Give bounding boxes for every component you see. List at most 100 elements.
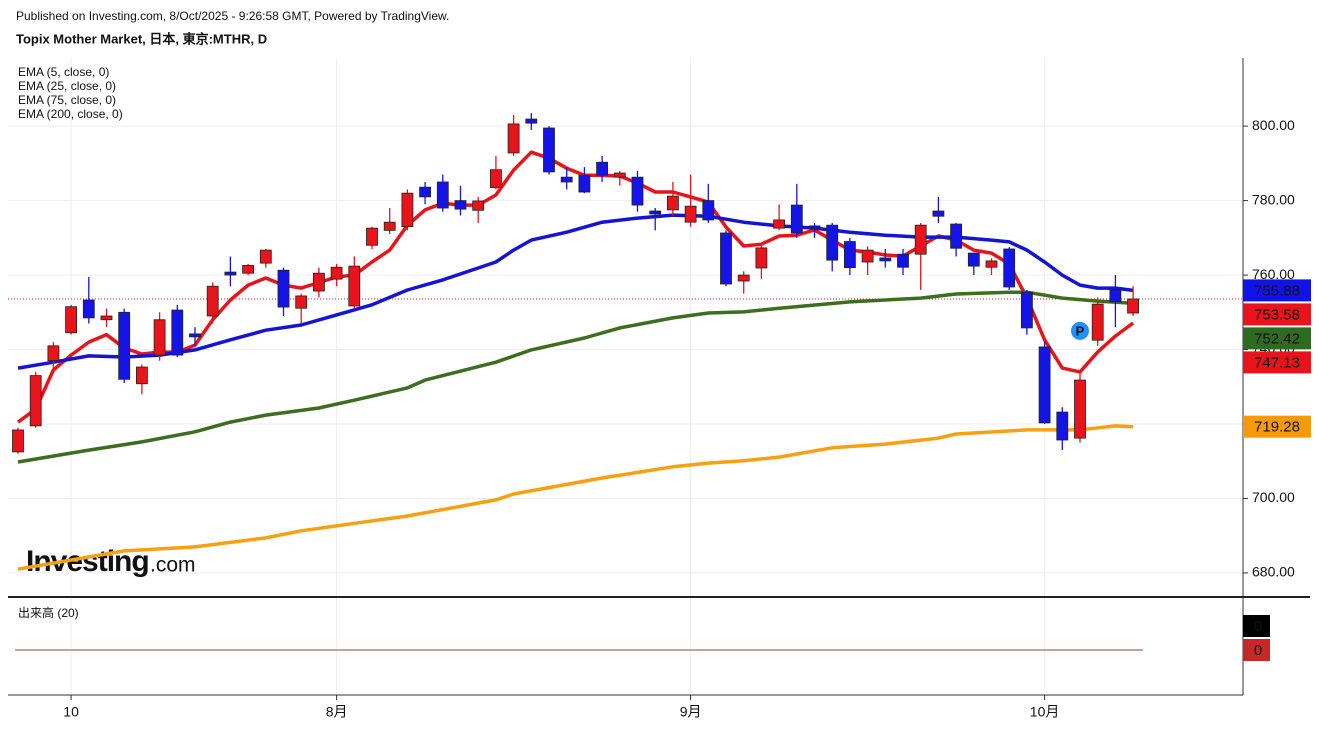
y-tick-label: 800.00: [1252, 117, 1295, 133]
candle-body: [985, 260, 998, 268]
candle-body: [295, 295, 308, 309]
last-value-tag: [1243, 415, 1311, 438]
candle: [100, 308, 113, 328]
candle-body: [1003, 248, 1016, 288]
candle-body: [773, 219, 785, 229]
x-tick-label: 8月: [326, 704, 348, 720]
candle: [808, 222, 821, 238]
ema-line: [17, 290, 1134, 464]
candle-body: [525, 118, 538, 124]
candle-body: [277, 269, 290, 308]
candle: [720, 230, 732, 287]
candle: [348, 256, 361, 309]
candle-body: [419, 186, 432, 198]
legend-entry: EMA (25, close, 0): [18, 79, 116, 93]
volume-title: 出来高 (20): [18, 605, 79, 620]
candle-body: [1074, 379, 1086, 439]
legend-entry: EMA (5, close, 0): [18, 65, 109, 79]
candle-body: [65, 306, 77, 334]
candle-body: [1021, 291, 1033, 329]
x-tick-label: 9月: [680, 704, 702, 720]
candle: [702, 183, 715, 223]
candle-body: [560, 176, 573, 183]
candle: [897, 248, 909, 276]
candle-body: [755, 247, 768, 269]
candle: [631, 170, 644, 212]
last-value-label: 752.42: [1254, 330, 1300, 347]
candle-body: [436, 181, 449, 209]
candle: [1003, 247, 1016, 290]
candle: [649, 208, 662, 231]
candle: [790, 183, 803, 238]
last-value-label: 719.28: [1254, 419, 1300, 436]
candle-body: [826, 224, 839, 261]
candle-body: [950, 223, 962, 249]
chart-title: Topix Mother Market, 日本, 東京:MTHR, D: [16, 31, 267, 46]
candle: [844, 237, 856, 276]
candle: [684, 174, 697, 227]
legend-entry: EMA (200, close, 0): [18, 107, 123, 121]
candle-body: [507, 123, 520, 154]
candle-body: [454, 200, 467, 210]
candle: [879, 248, 892, 268]
candle: [330, 263, 343, 287]
last-value-label: 753.58: [1254, 306, 1300, 323]
candle: [171, 304, 184, 357]
candle: [472, 196, 485, 223]
candle: [277, 267, 290, 317]
candle-body: [932, 210, 945, 217]
candle-body: [366, 227, 378, 246]
published-note: Published on Investing.com, 8/Oct/2025 -…: [16, 9, 449, 23]
annotation-label: P: [1076, 323, 1085, 338]
candle-body: [312, 272, 325, 292]
candle: [259, 248, 272, 268]
candle-body: [897, 253, 909, 268]
candle-body: [914, 224, 927, 255]
last-value-label: 755.88: [1254, 282, 1300, 299]
candle: [135, 364, 148, 395]
candle-body: [596, 161, 608, 176]
y-tick-label: 700.00: [1252, 489, 1295, 505]
candle: [401, 189, 414, 231]
candle: [189, 327, 201, 346]
candle-body: [702, 200, 715, 221]
candle: [914, 222, 927, 290]
y-tick-label: 680.00: [1252, 564, 1295, 580]
candle: [985, 258, 998, 276]
candle-body: [118, 311, 131, 380]
candle-body: [242, 264, 255, 274]
candle: [861, 246, 874, 276]
watermark-suffix: .com: [150, 554, 196, 577]
candle-body: [844, 241, 856, 269]
volume-tag: [1243, 639, 1270, 661]
candle-body: [790, 204, 803, 234]
candle: [454, 185, 467, 216]
candle-body: [649, 210, 662, 215]
candle-body: [330, 266, 343, 280]
candle-body: [29, 375, 42, 427]
candle: [82, 276, 95, 324]
candle: [65, 304, 77, 335]
ema-line: [17, 424, 1134, 571]
candle-body: [967, 252, 980, 267]
candle-body: [259, 249, 272, 264]
candle-body: [472, 200, 485, 211]
candle: [312, 267, 325, 298]
candle: [383, 208, 396, 235]
y-tick-label: 760.00: [1252, 266, 1295, 282]
candle-body: [153, 319, 166, 356]
candle-body: [684, 205, 697, 223]
candle: [773, 204, 785, 231]
candle-body: [47, 345, 60, 362]
candle: [1109, 275, 1122, 328]
candle-body: [613, 172, 626, 178]
candle-body: [1127, 298, 1139, 314]
volume-label: 0: [1254, 618, 1262, 635]
candle-body: [1038, 346, 1051, 424]
candle-body: [720, 232, 732, 285]
candle: [1091, 297, 1104, 346]
candle-body: [631, 176, 644, 206]
candle: [1056, 407, 1069, 451]
candle: [737, 271, 750, 294]
